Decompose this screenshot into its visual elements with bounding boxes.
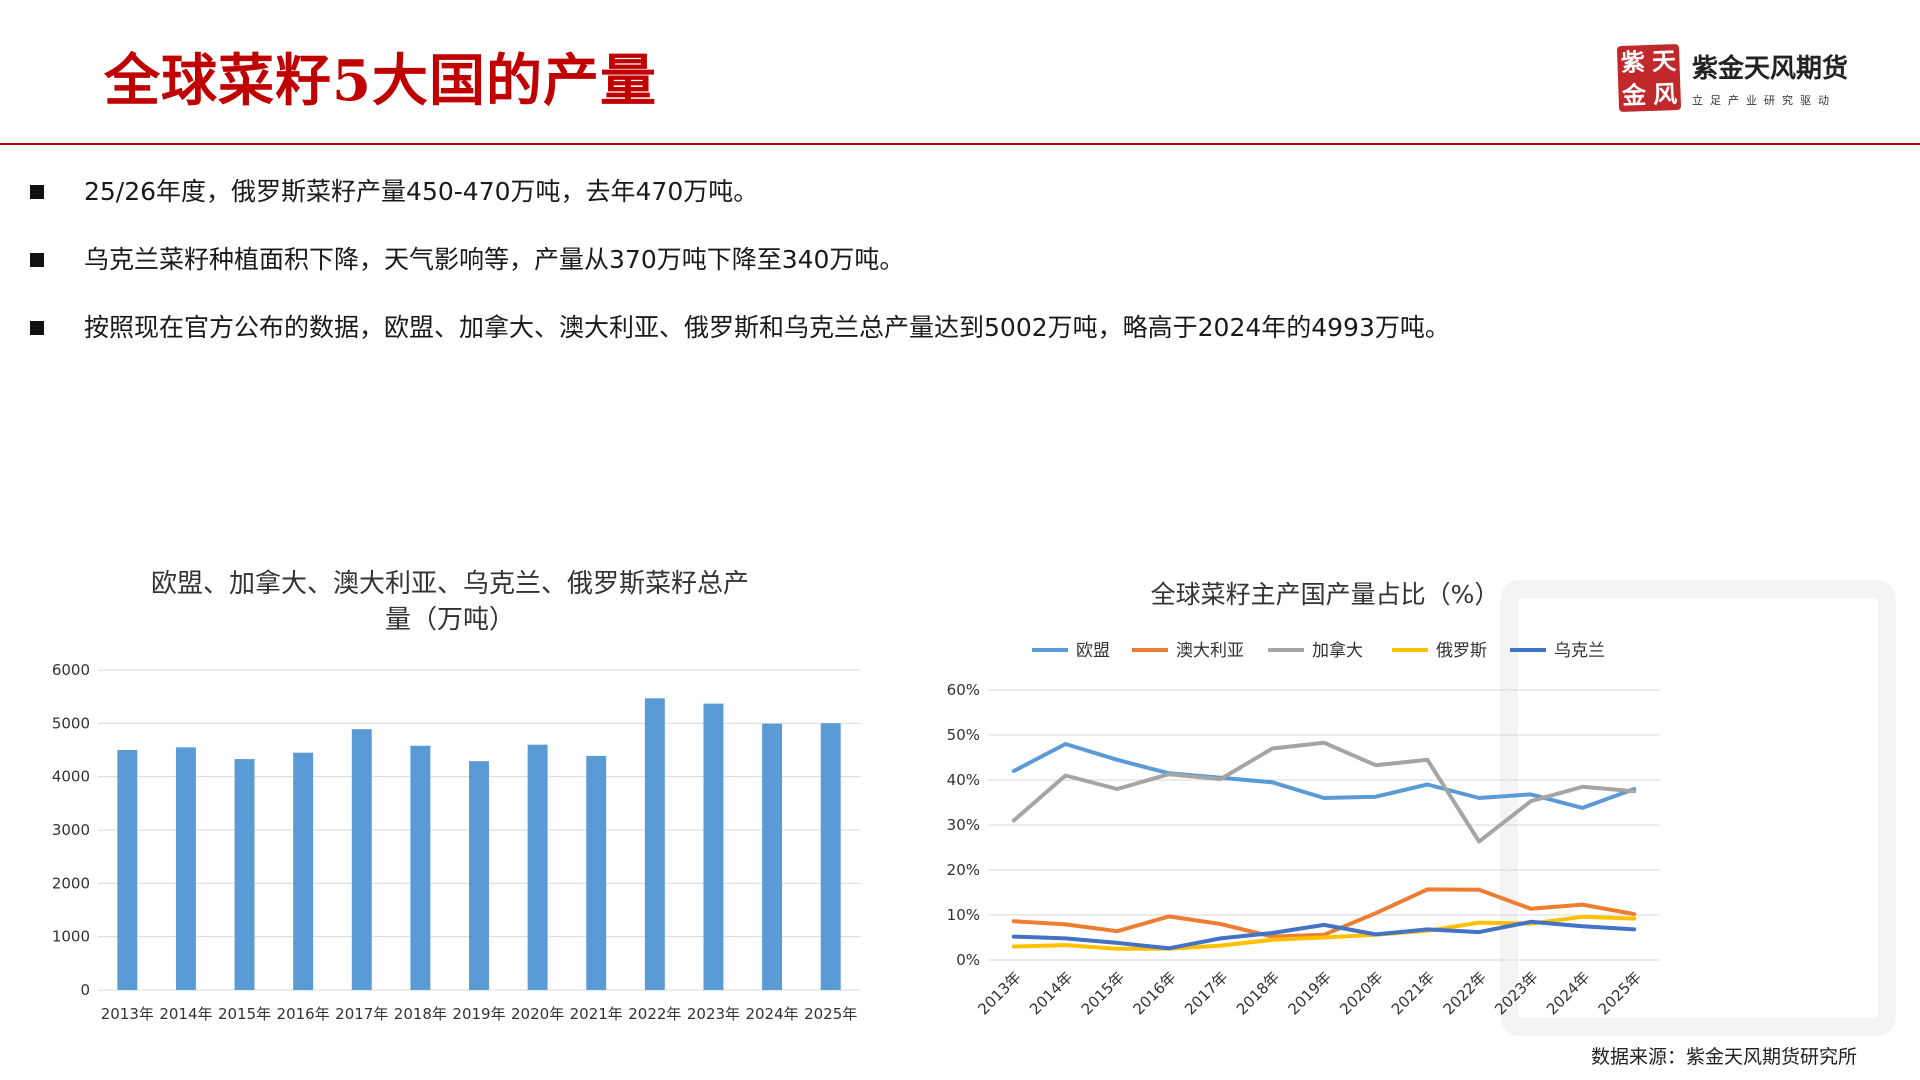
- bullet-square-icon: [30, 321, 44, 335]
- legend-label: 澳大利亚: [1176, 641, 1244, 661]
- y-tick-label: 50%: [947, 726, 980, 744]
- series-line: [1011, 887, 1637, 939]
- y-tick-label: 5000: [52, 714, 90, 732]
- x-tick-label: 2016年: [277, 1005, 330, 1023]
- x-tick-label: 2018年: [394, 1005, 447, 1023]
- x-tick-label: 2022年: [1440, 968, 1490, 1018]
- chart-title: 量（万吨）: [385, 605, 515, 635]
- x-tick-label: 2019年: [1284, 968, 1334, 1018]
- logo-seal-char: 金: [1621, 80, 1647, 110]
- bullet-item: 乌克兰菜籽种植面积下降，天气影响等，产量从370万吨下降至340万吨。: [30, 244, 1830, 312]
- logo-seal-char: 风: [1652, 79, 1678, 109]
- series-line: [1011, 740, 1637, 844]
- y-tick-label: 10%: [947, 906, 980, 924]
- bullet-text: 25/26年度，俄罗斯菜籽产量450-470万吨，去年470万吨。: [84, 177, 759, 206]
- x-tick-label: 2013年: [974, 968, 1024, 1018]
- x-tick-label: 2020年: [1336, 968, 1386, 1018]
- company-slogan: 立足产业研究驱动: [1692, 94, 1836, 107]
- chart-title: 欧盟、加拿大、澳大利亚、乌克兰、俄罗斯菜籽总产: [151, 569, 749, 599]
- company-name: 紫金天风期货: [1692, 54, 1849, 84]
- y-tick-label: 60%: [947, 681, 980, 699]
- x-tick-label: 2021年: [1388, 968, 1438, 1018]
- bullet-text: 乌克兰菜籽种植面积下降，天气影响等，产量从370万吨下降至340万吨。: [84, 245, 905, 274]
- y-tick-label: 40%: [947, 771, 980, 789]
- bullet-item: 按照现在官方公布的数据，欧盟、加拿大、澳大利亚、俄罗斯和乌克兰总产量达到5002…: [30, 312, 1830, 380]
- x-tick-label: 2015年: [218, 1005, 271, 1023]
- page-title: 全球菜籽5大国的产量: [104, 48, 657, 114]
- bar: [469, 761, 489, 990]
- logo-seal-char: 天: [1651, 46, 1677, 76]
- y-tick-label: 2000: [52, 874, 90, 892]
- x-tick-label: 2024年: [1543, 968, 1593, 1018]
- series-line: [1011, 919, 1637, 951]
- bar: [117, 750, 138, 990]
- bullet-list: 25/26年度，俄罗斯菜籽产量450-470万吨，去年470万吨。 乌克兰菜籽种…: [30, 176, 1830, 380]
- x-tick-label: 2021年: [570, 1005, 623, 1023]
- bar: [410, 745, 431, 990]
- bullet-text: 按照现在官方公布的数据，欧盟、加拿大、澳大利亚、俄罗斯和乌克兰总产量达到5002…: [84, 313, 1450, 342]
- bar: [586, 755, 607, 990]
- x-tick-label: 2025年: [804, 1005, 857, 1023]
- y-tick-label: 0: [80, 981, 90, 999]
- legend-label: 俄罗斯: [1436, 641, 1487, 661]
- x-tick-label: 2023年: [1491, 968, 1541, 1018]
- company-logo: 紫 天 金 风: [1616, 43, 1682, 113]
- x-tick-label: 2023年: [687, 1005, 740, 1023]
- y-tick-label: 4000: [52, 768, 90, 786]
- x-tick-label: 2013年: [101, 1005, 154, 1023]
- bar: [644, 698, 665, 990]
- bar: [234, 759, 255, 990]
- y-tick-label: 30%: [947, 816, 980, 834]
- x-tick-label: 2014年: [159, 1005, 212, 1023]
- data-source: 数据来源：紫金天风期货研究所: [1590, 1046, 1857, 1068]
- y-tick-label: 1000: [52, 928, 90, 946]
- x-tick-label: 2022年: [628, 1005, 681, 1023]
- header-divider: [0, 143, 1920, 145]
- y-tick-label: 0%: [956, 951, 980, 969]
- y-tick-label: 3000: [52, 821, 90, 839]
- logo-seal-char: 紫: [1620, 47, 1646, 77]
- x-tick-label: 2019年: [452, 1005, 505, 1023]
- y-tick-label: 20%: [947, 861, 980, 879]
- x-tick-label: 2018年: [1233, 968, 1283, 1018]
- production-share-line-chart: 全球菜籽主产国产量占比（%） 欧盟 澳大利亚 加拿大 俄罗斯 乌克兰 0% 10% 20% 30%…: [947, 580, 1660, 1018]
- bullet-square-icon: [30, 253, 44, 267]
- x-tick-label: 2015年: [1078, 968, 1128, 1018]
- bar: [175, 747, 196, 990]
- chart-title: 全球菜籽主产国产量占比（%）: [1151, 580, 1500, 609]
- legend-label: 加拿大: [1312, 640, 1363, 661]
- bar: [527, 744, 548, 990]
- x-tick-label: 2014年: [1026, 968, 1076, 1018]
- legend-label: 乌克兰: [1554, 641, 1605, 661]
- legend-label: 欧盟: [1076, 641, 1110, 661]
- bar: [293, 752, 314, 990]
- y-tick-label: 6000: [52, 661, 90, 679]
- series-line: [1011, 742, 1637, 810]
- bullet-item: 25/26年度，俄罗斯菜籽产量450-470万吨，去年470万吨。: [30, 176, 1830, 244]
- x-tick-label: 2017年: [1181, 968, 1231, 1018]
- x-tick-label: 2017年: [335, 1005, 388, 1023]
- bar: [820, 723, 841, 990]
- x-tick-label: 2025年: [1595, 968, 1645, 1018]
- bar: [351, 729, 372, 990]
- x-tick-label: 2016年: [1129, 968, 1179, 1018]
- bullet-square-icon: [30, 185, 44, 199]
- x-tick-label: 2020年: [511, 1005, 564, 1023]
- bar: [703, 703, 724, 990]
- bar: [762, 723, 783, 990]
- x-tick-label: 2024年: [745, 1005, 798, 1023]
